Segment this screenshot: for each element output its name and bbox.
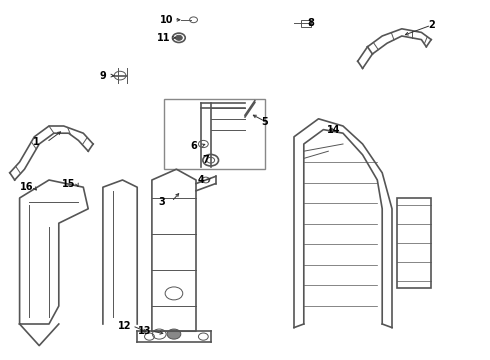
Text: 12: 12 [118, 321, 132, 331]
Text: 11: 11 [157, 33, 171, 43]
Text: 9: 9 [99, 71, 106, 81]
Circle shape [167, 329, 181, 339]
Text: 7: 7 [202, 155, 209, 165]
Bar [164, 99, 265, 169]
Text: 10: 10 [160, 15, 173, 25]
Text: 15: 15 [62, 179, 75, 189]
Text: 1: 1 [33, 137, 40, 147]
Text: 16: 16 [20, 182, 34, 192]
Text: 8: 8 [308, 18, 315, 28]
Text: 13: 13 [138, 326, 151, 336]
Text: 4: 4 [197, 175, 204, 185]
Text: 2: 2 [428, 20, 435, 30]
Text: 14: 14 [326, 125, 340, 135]
Text: 5: 5 [261, 117, 268, 127]
Circle shape [175, 35, 182, 40]
Text: 3: 3 [158, 197, 165, 207]
Text: 6: 6 [190, 141, 197, 151]
